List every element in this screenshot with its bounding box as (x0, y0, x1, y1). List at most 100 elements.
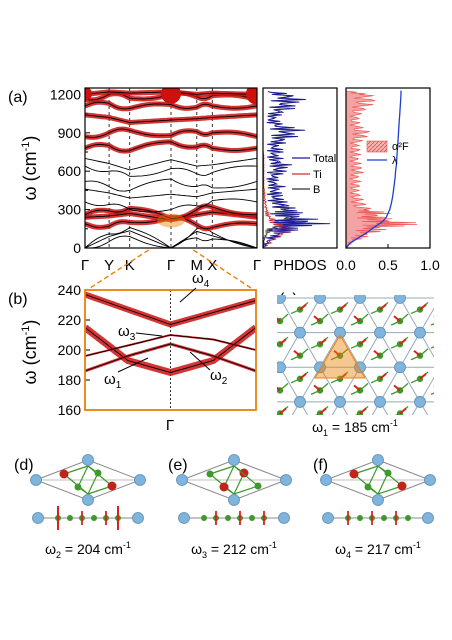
ti-atom (320, 474, 332, 486)
ytick-label-a: 1200 (50, 86, 81, 102)
b-atom (437, 410, 443, 416)
b-bond (240, 453, 248, 460)
b-bond (440, 406, 448, 413)
ti-bond (339, 401, 349, 415)
zoom-plot (85, 291, 256, 377)
coupling-dot (246, 88, 257, 105)
ti-bond (319, 367, 341, 403)
mode-label-w1: ω1 (104, 357, 149, 391)
ti-atom (82, 454, 94, 466)
displacement-arrow (299, 303, 307, 311)
band-line (85, 198, 257, 213)
zoom-band-line (85, 334, 256, 357)
xtick-label-eliash: 0.0 (336, 257, 356, 273)
b-bond (291, 448, 300, 452)
b-bond (209, 465, 235, 475)
panel-label-b: (b) (8, 291, 28, 308)
caption-f: ω4 = 217 cm-1 (335, 540, 421, 560)
ti-bond (420, 437, 440, 472)
b-bond (260, 441, 268, 448)
hsp-label: Γ (167, 257, 175, 274)
b-bond (251, 425, 260, 429)
zoom-region (157, 213, 185, 228)
band-line (85, 165, 257, 177)
b-bond (331, 286, 340, 290)
b-atom (377, 283, 383, 289)
ti-bond (419, 401, 429, 415)
displacement-arrow (433, 385, 434, 387)
panel-label-a: (a) (8, 89, 28, 106)
displacement-arrow (434, 455, 440, 460)
ti-bond (399, 295, 403, 299)
displaced-b-atom (107, 481, 117, 491)
displacement-arrow (319, 338, 327, 345)
ti-atom (374, 326, 386, 339)
displacement-arrow (334, 489, 340, 494)
mode-label-w4: ω4 (179, 270, 210, 303)
b-atom (357, 515, 363, 521)
coupling-dot (85, 88, 92, 101)
b-bond (440, 314, 448, 321)
ti-atom (422, 512, 434, 524)
zoom-band-line (85, 343, 256, 372)
b-atom (337, 491, 343, 497)
b-bond (300, 279, 308, 286)
b-bond (391, 460, 400, 464)
eliashberg-legend: α²F λ (366, 140, 409, 167)
b-bond (411, 286, 420, 290)
zoom-guide-right (192, 249, 255, 291)
b-bond (271, 275, 280, 279)
ti-atom (280, 474, 292, 486)
b-bond (411, 425, 420, 429)
displacement-arrow (293, 349, 301, 357)
ti-bond (400, 437, 420, 472)
b-atom (417, 445, 423, 451)
b-bond (377, 465, 403, 487)
b-bond (391, 275, 400, 279)
svg-text:ω3: ω3 (118, 323, 136, 343)
b-atom (277, 456, 283, 462)
ytick-label-a: 0 (73, 240, 81, 256)
b-bond (87, 465, 113, 487)
ti-bond (440, 471, 452, 506)
band-line (85, 141, 257, 152)
ti-bond (440, 367, 452, 402)
b-bond (340, 441, 348, 448)
b-atom (357, 272, 363, 278)
ti-atom (294, 326, 306, 339)
ti-bond (260, 437, 280, 472)
displacement-arrow (299, 373, 307, 380)
displacement-arrow (300, 443, 306, 448)
ti-atom (82, 494, 94, 506)
svg-text:ω4: ω4 (192, 270, 210, 290)
displacement-arrow (334, 281, 340, 286)
b-atom (257, 422, 263, 428)
ti-atom (372, 454, 384, 466)
displacement-arrow (414, 420, 420, 425)
ti-bond (339, 332, 361, 368)
ti-bond (359, 332, 381, 368)
displacement-arrow (393, 384, 401, 392)
displacement-arrow (414, 489, 420, 494)
xtick-label-eliash: 0.5 (378, 257, 398, 273)
ti-atom (134, 474, 146, 486)
displacement-arrow (379, 373, 387, 380)
b-bond (420, 441, 428, 448)
ti-bond (379, 367, 401, 403)
band-line (85, 114, 257, 124)
b-bond (430, 323, 434, 326)
b-bond (440, 268, 448, 275)
ytick-label-b: 220 (58, 312, 82, 328)
y-axis-label-a: ω (cm-1) (20, 136, 40, 201)
a2f-curve (345, 90, 418, 250)
ti-bond (240, 367, 260, 402)
b-bond (300, 487, 308, 494)
displacement-arrow (419, 303, 427, 311)
displacement-arrow (254, 420, 260, 425)
ti-bond (300, 471, 320, 506)
b-atom (257, 491, 263, 497)
b-bond (420, 418, 428, 425)
b-bond (231, 390, 240, 394)
